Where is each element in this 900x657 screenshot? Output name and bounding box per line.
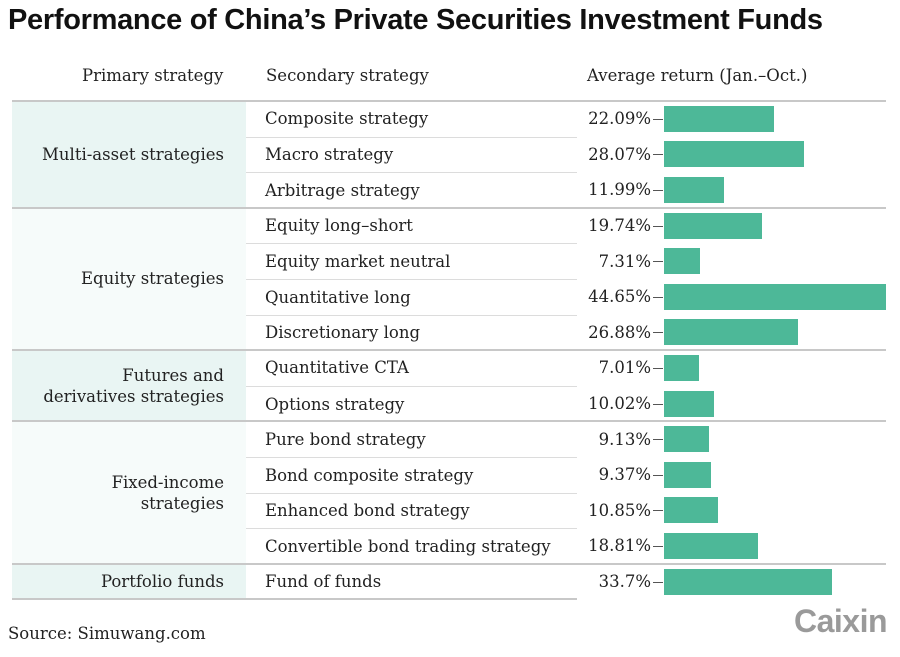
value-label: 7.31% [598, 251, 651, 271]
source-note: Source: Simuwang.com [8, 624, 206, 643]
primary-strategy-label: Portfolio funds [100, 572, 224, 592]
bar [664, 533, 758, 559]
secondary-strategy-cell: Quantitative long [246, 279, 577, 315]
header-secondary: Secondary strategy [266, 66, 429, 85]
group-divider [12, 206, 886, 209]
bar [664, 177, 724, 203]
secondary-strategy-cell: Convertible bond trading strategy [246, 528, 577, 564]
bar [664, 461, 711, 488]
bar [664, 141, 804, 168]
secondary-strategy-cell: Quantitative CTA [265, 358, 409, 378]
secondary-strategy-cell: Enhanced bond strategy [246, 492, 577, 529]
bar [664, 319, 798, 346]
value-label: 9.13% [598, 429, 651, 449]
primary-strategy-cell: Fixed-income strategies [12, 421, 246, 564]
secondary-strategy-cell: Arbitrage strategy [246, 172, 577, 208]
group-divider [12, 562, 886, 565]
primary-strategy-label: Equity strategies [81, 269, 224, 289]
value-tick [653, 118, 663, 120]
header-value: Average return (Jan.–Oct.) [587, 66, 808, 85]
value-label: 9.37% [598, 465, 651, 485]
primary-strategy-cell: Multi-asset strategies [12, 101, 246, 208]
group-divider [12, 100, 886, 102]
primary-strategy-label: Multi-asset strategies [42, 144, 224, 164]
value-label: 33.7% [598, 572, 651, 592]
bar [664, 355, 699, 381]
bar [664, 248, 701, 275]
value-tick [653, 510, 663, 512]
value-label: 44.65% [588, 287, 651, 307]
primary-strategy-cell: Futures and derivatives strategies [12, 350, 246, 422]
secondary-strategy-cell: Macro strategy [246, 136, 577, 173]
value-label: 22.09% [588, 109, 651, 129]
secondary-strategy-cell: Composite strategy [265, 109, 429, 129]
secondary-strategy-cell: Options strategy [246, 385, 577, 422]
value-label: 10.02% [588, 394, 651, 414]
secondary-strategy-cell: Bond composite strategy [246, 457, 577, 493]
value-label: 19.74% [588, 216, 651, 236]
primary-strategy-label: Fixed-income strategies [111, 472, 224, 513]
value-tick [653, 261, 663, 263]
bar [664, 283, 886, 310]
value-tick [653, 403, 663, 405]
chart-title: Performance of China’s Private Securitie… [8, 4, 823, 36]
bar [664, 212, 763, 239]
value-tick [653, 332, 663, 334]
value-tick [653, 368, 663, 369]
bar [664, 497, 718, 524]
value-label: 18.81% [588, 536, 651, 556]
header-primary: Primary strategy [82, 66, 224, 85]
secondary-strategy-cell: Equity market neutral [246, 243, 577, 279]
value-tick [653, 154, 663, 156]
bar [664, 105, 774, 132]
group-divider [12, 349, 886, 352]
primary-strategy-label: Futures and derivatives strategies [43, 365, 224, 406]
value-tick [653, 225, 663, 227]
table-bottom-divider [12, 598, 577, 601]
value-label: 10.85% [588, 500, 651, 520]
primary-strategy-cell: Equity strategies [12, 207, 246, 351]
group-divider [12, 420, 886, 423]
secondary-strategy-cell: Pure bond strategy [265, 429, 426, 449]
bar [664, 568, 832, 595]
value-tick [653, 296, 663, 298]
value-tick [653, 474, 663, 476]
secondary-strategy-cell: Discretionary long [246, 314, 577, 351]
caixin-logo: Caixin [794, 603, 888, 639]
primary-strategy-cell: Portfolio funds [12, 563, 246, 600]
secondary-strategy-cell: Fund of funds [265, 572, 382, 592]
bar [664, 426, 710, 453]
secondary-strategy-cell: Equity long–short [265, 216, 413, 236]
value-label: 11.99% [588, 180, 651, 200]
value-tick [653, 439, 663, 441]
value-tick [653, 546, 663, 547]
value-tick [653, 581, 663, 583]
value-label: 28.07% [588, 144, 651, 164]
bar [664, 390, 714, 417]
value-label: 7.01% [598, 358, 651, 378]
value-label: 26.88% [588, 322, 651, 342]
value-tick [653, 190, 663, 191]
